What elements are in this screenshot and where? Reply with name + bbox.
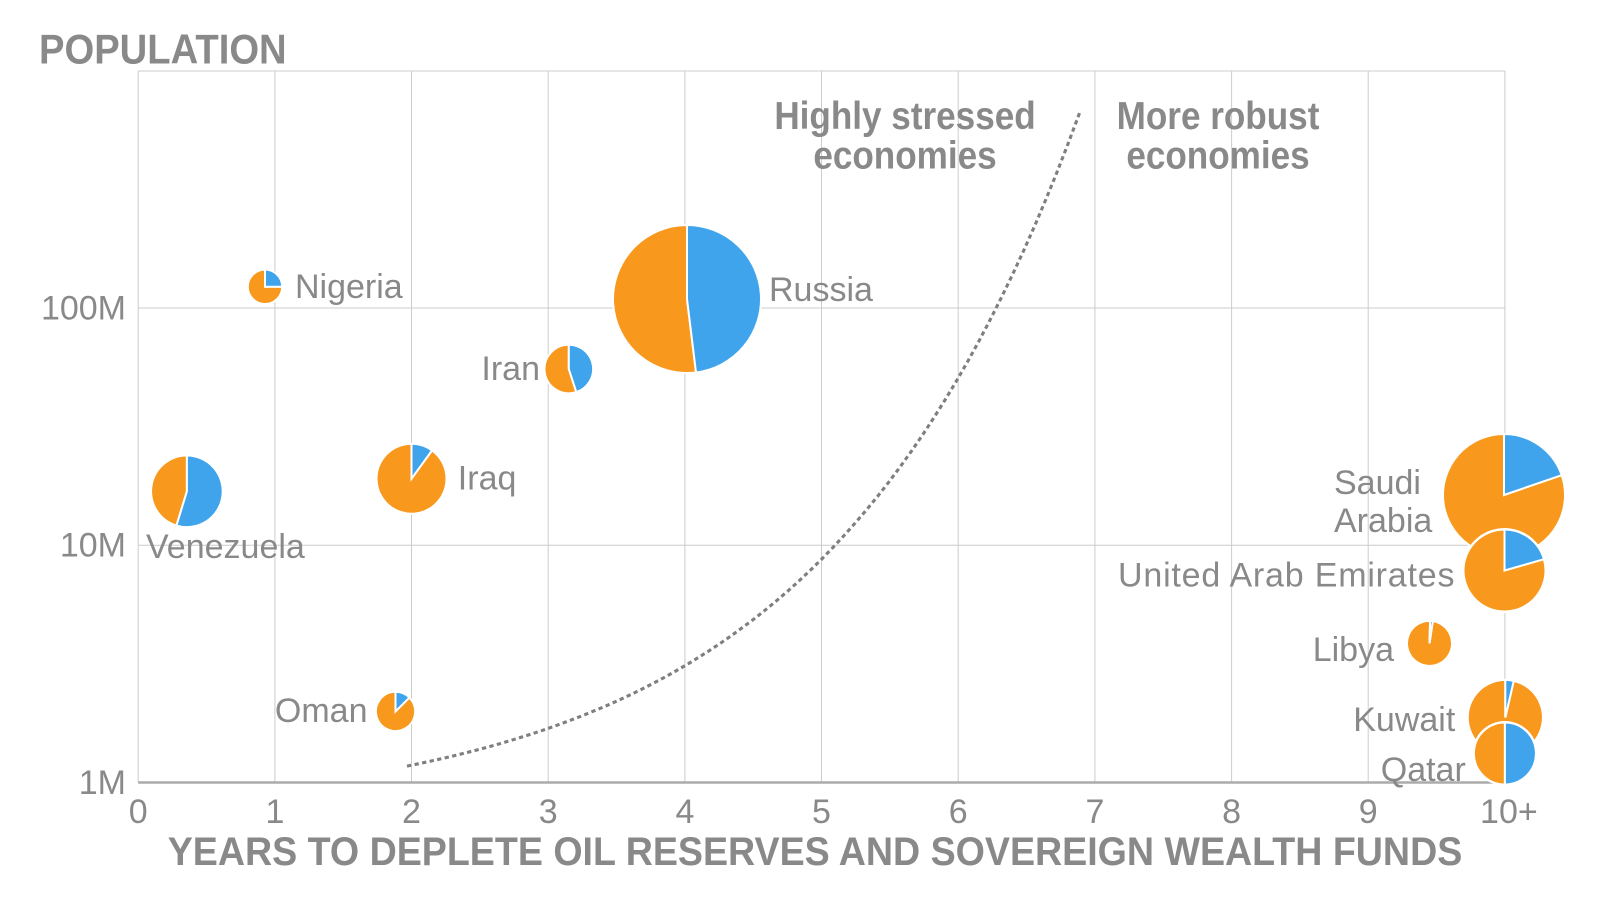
svg-text:Nigeria: Nigeria bbox=[295, 268, 403, 306]
svg-text:2: 2 bbox=[402, 793, 421, 831]
svg-text:Kuwait: Kuwait bbox=[1353, 701, 1456, 739]
svg-text:1: 1 bbox=[265, 793, 284, 831]
svg-text:economies: economies bbox=[813, 133, 996, 177]
svg-text:7: 7 bbox=[1085, 793, 1104, 831]
svg-text:Iran: Iran bbox=[481, 350, 540, 388]
svg-text:0: 0 bbox=[129, 793, 148, 831]
svg-text:4: 4 bbox=[675, 793, 694, 831]
svg-text:Venezuela: Venezuela bbox=[146, 528, 305, 566]
svg-text:Highly stressed: Highly stressed bbox=[774, 93, 1035, 137]
svg-text:10M: 10M bbox=[60, 527, 126, 565]
svg-text:Libya: Libya bbox=[1313, 631, 1394, 669]
svg-text:100M: 100M bbox=[41, 290, 126, 328]
svg-text:9: 9 bbox=[1359, 793, 1378, 831]
svg-text:POPULATION: POPULATION bbox=[39, 26, 287, 73]
svg-text:8: 8 bbox=[1222, 793, 1241, 831]
svg-text:3: 3 bbox=[539, 793, 558, 831]
svg-text:Oman: Oman bbox=[275, 692, 368, 730]
svg-text:YEARS TO DEPLETE OIL RESERVES: YEARS TO DEPLETE OIL RESERVES AND SOVERE… bbox=[168, 830, 1463, 874]
svg-text:United Arab Emirates: United Arab Emirates bbox=[1118, 557, 1455, 595]
svg-text:Saudi: Saudi bbox=[1334, 464, 1421, 502]
svg-text:6: 6 bbox=[949, 793, 968, 831]
svg-text:economies: economies bbox=[1126, 133, 1309, 177]
svg-text:Qatar: Qatar bbox=[1381, 751, 1466, 789]
svg-text:More robust: More robust bbox=[1117, 93, 1320, 137]
svg-text:Russia: Russia bbox=[769, 271, 873, 309]
svg-text:Iraq: Iraq bbox=[458, 460, 517, 498]
svg-text:10+: 10+ bbox=[1480, 793, 1538, 831]
svg-text:Arabia: Arabia bbox=[1334, 502, 1432, 540]
svg-text:1M: 1M bbox=[79, 764, 126, 802]
svg-text:5: 5 bbox=[812, 793, 831, 831]
